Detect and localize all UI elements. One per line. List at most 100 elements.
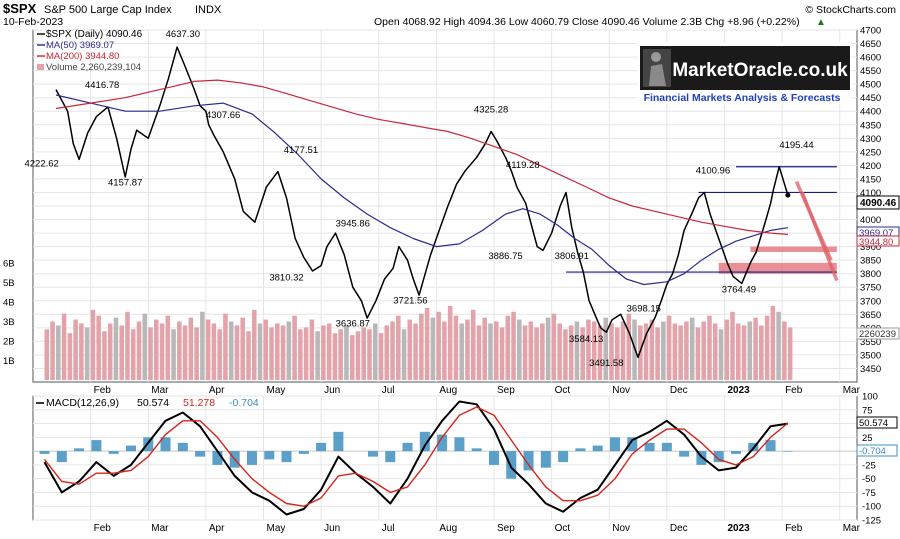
price-annotation: 4177.51 [284, 145, 318, 156]
price-y-tick-label: 4450 [860, 93, 881, 104]
macd-histogram-bar [316, 442, 327, 452]
legend-signal-value: 51.278 [183, 397, 215, 409]
volume-bar [747, 321, 753, 380]
macd-histogram-bar [333, 431, 344, 452]
volume-bar [194, 327, 199, 380]
volume-bar [338, 329, 343, 380]
volume-bar [309, 319, 315, 380]
volume-bar [125, 311, 130, 380]
volume-bar [148, 327, 153, 380]
projection-arrow [800, 191, 839, 282]
volume-bar [171, 329, 176, 380]
volume-bar [488, 323, 493, 380]
volume-bar [684, 321, 689, 380]
symbol-label: $SPX [3, 1, 37, 16]
price-x-tick-label: Nov [612, 385, 630, 396]
macd-histogram-bar [730, 451, 741, 454]
volume-y-tick-label: 2B [3, 337, 15, 348]
macd-tag-text: 50.574 [859, 418, 888, 429]
volume-bar [372, 323, 378, 380]
volume-bar [96, 315, 101, 380]
macd-series [39, 400, 793, 516]
volume-bar [689, 317, 695, 380]
price-y-tick-label: 4250 [860, 147, 881, 158]
volume-bar [292, 315, 297, 380]
volume-bar [211, 323, 217, 380]
price-y-tick-label: 4400 [860, 107, 881, 118]
volume-bar [545, 317, 551, 380]
macd-histogram-bar [367, 451, 378, 457]
price-x-tick-label: Sep [497, 385, 515, 396]
statue-head [651, 52, 661, 62]
volume-bar [367, 329, 372, 380]
volume-bar [154, 319, 159, 380]
price-annotation: 4637.30 [166, 29, 200, 40]
volume-bar [240, 317, 246, 380]
price-annotation: 3584.13 [569, 334, 603, 345]
macd-histogram-bar [506, 451, 517, 479]
volume-bar [436, 311, 441, 380]
legend-macd-value: 50.574 [137, 397, 169, 409]
volume-bar [61, 313, 67, 380]
volume-y-tick-label: 5B [3, 278, 15, 289]
macd-histogram-bar [558, 451, 569, 463]
volume-bar [764, 315, 770, 380]
volume-bar [200, 311, 205, 380]
macd-histogram-bar [39, 451, 50, 454]
volume-bar [188, 317, 194, 380]
macd-x-tick-label: May [266, 523, 285, 534]
volume-y-tick-label: 3B [3, 317, 15, 328]
price-y-tick-label: 3750 [860, 283, 881, 294]
marketoracle-logo: MarketOracle.co.uk Financial Markets Ana… [638, 42, 851, 104]
macd-histogram-bar [661, 442, 672, 452]
macd-histogram-bar [713, 451, 724, 463]
price-x-tick-label: Feb [785, 385, 803, 396]
volume-bar [470, 309, 476, 380]
price-annotation: 3764.49 [722, 285, 756, 296]
macd-x-tick-label: Feb [785, 523, 803, 534]
date-label: 10-Feb-2023 [3, 16, 63, 28]
volume-bar [551, 313, 557, 380]
volume-bar [142, 313, 148, 380]
volume-bar [499, 327, 505, 380]
volume-bar [465, 319, 470, 380]
volume-bar [344, 325, 349, 380]
macd-x-tick-label: Mar [151, 523, 169, 534]
price-annotation: 4195.44 [779, 140, 813, 151]
volume-bar [701, 321, 706, 380]
price-annotation: 3806.91 [555, 251, 589, 262]
statue-body [649, 64, 666, 86]
macd-x-tick-label: Aug [439, 523, 457, 534]
legend-price-text: $SPX (Daily) 4090.46 [46, 29, 143, 40]
macd-y-tick-label: -125 [862, 516, 881, 527]
macd-x-tick-label: Jul [382, 523, 395, 534]
volume-y-tick-label: 1B [3, 356, 15, 367]
macd-value-tags: 50.574 -0.704 [856, 416, 898, 457]
macd-y-tick-label: 100 [862, 392, 878, 403]
volume-bar [776, 311, 781, 380]
volume-bar [326, 323, 332, 380]
price-y-tick-label: 3900 [860, 242, 881, 253]
macd-x-tick-label: Sep [497, 523, 515, 534]
price-annotation: 3721.56 [393, 295, 427, 306]
price-legend: $SPX (Daily) 4090.46 MA(50) 3969.07 MA(2… [37, 29, 143, 73]
volume-bar [430, 317, 436, 380]
macd-histogram-bar [264, 451, 275, 460]
volume-bar [130, 329, 136, 380]
price-y-tick-label: 4550 [860, 66, 881, 77]
price-annotation: 4119.28 [506, 160, 540, 171]
volume-bars [44, 305, 793, 380]
volume-bar [661, 321, 666, 380]
volume-bar [303, 327, 309, 380]
macd-histogram-bar [281, 451, 292, 463]
volume-bar [315, 331, 320, 380]
legend-ma200-text: MA(200) 3944.80 [46, 51, 119, 62]
price-y-tick-label: 3700 [860, 296, 881, 307]
price-y-tick-label: 3450 [860, 364, 881, 375]
price-y-tick-label: 4000 [860, 215, 881, 226]
macd-x-tick-label: Oct [555, 523, 571, 534]
volume-bar [712, 323, 718, 380]
volume-bar [223, 313, 228, 380]
volume-bar [666, 315, 672, 380]
volume-bar [332, 333, 338, 380]
